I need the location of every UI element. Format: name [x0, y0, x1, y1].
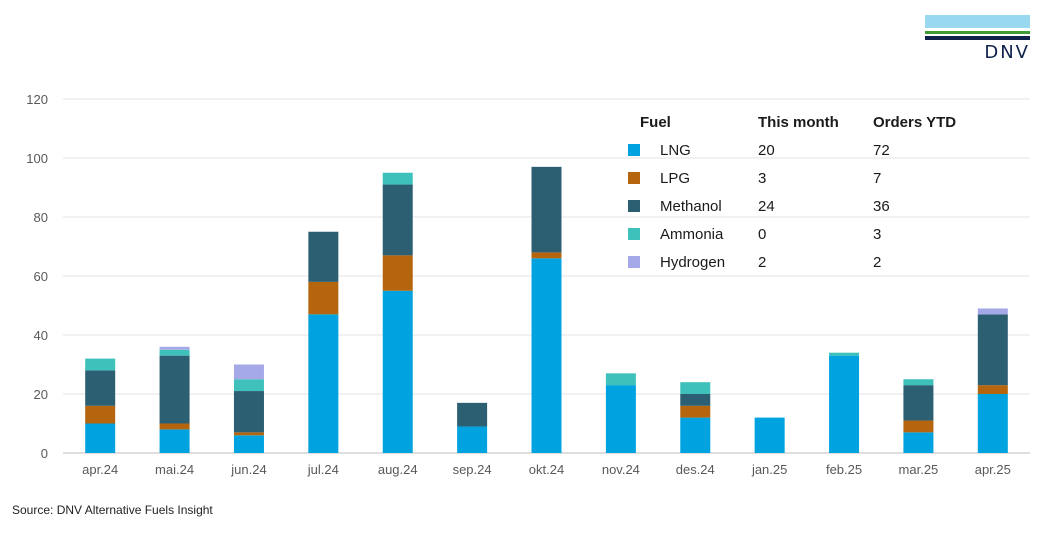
bar-segment-lng	[382, 290, 413, 453]
y-axis: 0 20 40 60 80 100 120	[26, 92, 48, 461]
bar-segment-lpg	[903, 420, 934, 433]
bar-segment-methanol	[308, 231, 339, 282]
logo-bar-light	[925, 15, 1030, 28]
y-tick-label: 40	[34, 328, 48, 343]
y-tick-label: 20	[34, 387, 48, 402]
bar-segment-methanol	[531, 166, 562, 253]
legend-fuel-name: Methanol	[660, 198, 722, 215]
bar-segment-lng	[85, 423, 116, 453]
x-tick-label: mai.24	[155, 462, 194, 477]
bar-segment-lng	[903, 432, 934, 453]
legend-header: This month	[758, 114, 839, 131]
y-tick-label: 80	[34, 210, 48, 225]
logo-bar-navy	[925, 36, 1030, 40]
legend-swatch	[628, 256, 640, 268]
logo-text: DNV	[984, 42, 1030, 63]
legend-this-month: 0	[758, 226, 766, 243]
bar-segment-hydrogen	[977, 308, 1008, 315]
bar-segment-lpg	[159, 423, 190, 430]
bar-segment-lng	[233, 435, 264, 453]
x-axis: apr.24 mai.24 jun.24 jul.24 aug.24 sep.24 okt.…	[82, 462, 1011, 477]
legend-orders-ytd: 3	[873, 226, 881, 243]
bar-segment-lng	[531, 258, 562, 453]
legend-header: Orders YTD	[873, 114, 956, 131]
legend-swatch	[628, 144, 640, 156]
bar-segment-methanol	[680, 394, 711, 406]
bar-segment-ammonia	[903, 379, 934, 386]
legend-swatch	[628, 200, 640, 212]
legend-fuel-name: LNG	[660, 142, 691, 159]
x-tick-label: aug.24	[378, 462, 418, 477]
legend-fuel-name: Hydrogen	[660, 254, 725, 271]
bar-segment-lng	[605, 385, 636, 453]
legend-orders-ytd: 36	[873, 198, 890, 215]
x-tick-label: nov.24	[602, 462, 640, 477]
x-tick-label: jul.24	[307, 462, 339, 477]
bar-segment-methanol	[457, 402, 488, 427]
legend-swatch	[628, 228, 640, 240]
x-tick-label: jan.25	[751, 462, 787, 477]
bar-segment-lng	[159, 429, 190, 453]
y-tick-label: 120	[26, 92, 48, 107]
bar-segment-lpg	[531, 252, 562, 259]
logo-bar-green	[925, 31, 1030, 34]
bar-segment-lng	[829, 355, 860, 453]
y-tick-label: 100	[26, 151, 48, 166]
x-tick-label: okt.24	[529, 462, 564, 477]
bar-segment-lpg	[977, 385, 1008, 394]
bar-segment-ammonia	[85, 358, 116, 371]
legend-fuel-name: LPG	[660, 170, 690, 187]
source-note: Source: DNV Alternative Fuels Insight	[12, 503, 213, 517]
bar-segment-lng	[308, 314, 339, 453]
bar-segment-ammonia	[680, 382, 711, 394]
x-tick-label: sep.24	[453, 462, 492, 477]
legend-swatch	[628, 172, 640, 184]
legend-this-month: 3	[758, 170, 766, 187]
x-tick-label: des.24	[676, 462, 715, 477]
dnv-logo: DNV	[925, 15, 1030, 65]
bar-segment-methanol	[903, 385, 934, 421]
bar-segment-lpg	[233, 432, 264, 436]
y-tick-label: 60	[34, 269, 48, 284]
bar-segment-ammonia	[829, 352, 860, 356]
legend-fuel-name: Ammonia	[660, 226, 724, 243]
bar-segment-ammonia	[605, 373, 636, 386]
legend-orders-ytd: 2	[873, 254, 881, 271]
bar-segment-ammonia	[159, 349, 190, 356]
legend-header: Fuel	[640, 114, 671, 131]
legend-this-month: 20	[758, 142, 775, 159]
x-tick-label: apr.25	[975, 462, 1011, 477]
bars	[85, 166, 1008, 453]
x-tick-label: apr.24	[82, 462, 118, 477]
legend-this-month: 2	[758, 254, 766, 271]
legend-orders-ytd: 72	[873, 142, 890, 159]
bar-segment-lpg	[85, 405, 116, 424]
bar-segment-methanol	[977, 314, 1008, 386]
bar-segment-hydrogen	[233, 364, 264, 380]
bar-segment-lpg	[382, 255, 413, 291]
bar-segment-ammonia	[382, 172, 413, 185]
bar-segment-lng	[457, 426, 488, 453]
bar-segment-lng	[977, 394, 1008, 453]
legend-orders-ytd: 7	[873, 170, 881, 187]
x-tick-label: jun.24	[230, 462, 266, 477]
x-tick-label: feb.25	[826, 462, 862, 477]
bar-segment-lpg	[680, 405, 711, 418]
bar-segment-methanol	[382, 184, 413, 256]
bar-segment-lpg	[308, 281, 339, 315]
bar-segment-ammonia	[233, 379, 264, 392]
bar-segment-methanol	[233, 391, 264, 433]
bar-segment-methanol	[85, 370, 116, 406]
x-tick-label: mar.25	[899, 462, 939, 477]
bar-segment-hydrogen	[159, 346, 190, 350]
y-tick-label: 0	[41, 446, 48, 461]
legend-this-month: 24	[758, 198, 775, 215]
bar-segment-lng	[680, 417, 711, 453]
bar-segment-methanol	[159, 355, 190, 424]
bar-segment-lng	[754, 417, 785, 453]
